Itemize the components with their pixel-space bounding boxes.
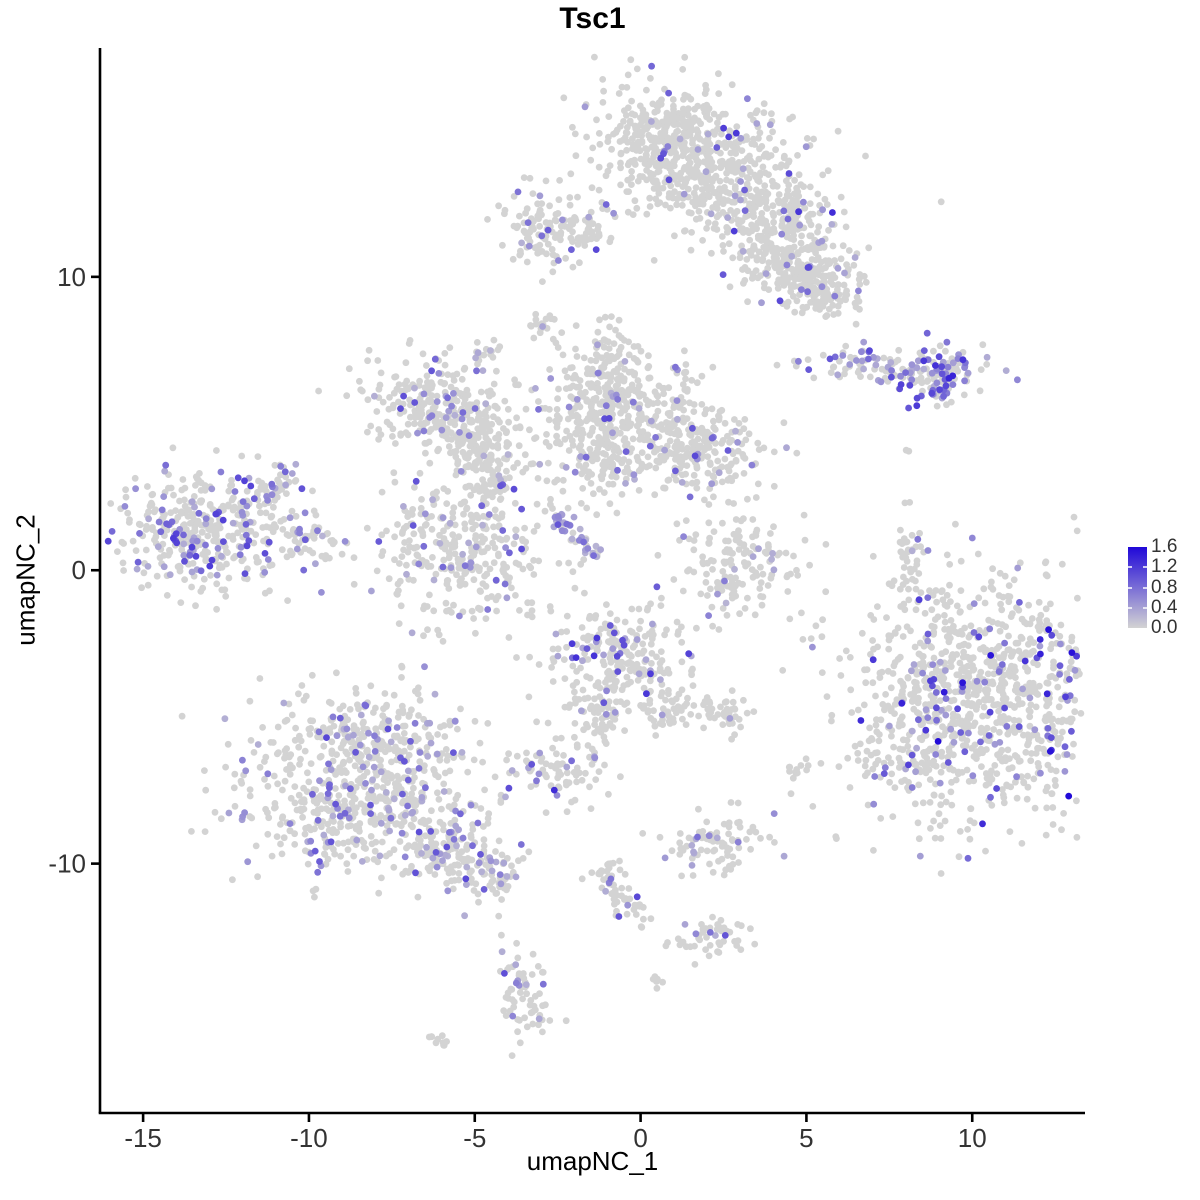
legend-tick-label: 0.0	[1151, 617, 1178, 638]
x-tick-label: 10	[958, 1123, 987, 1153]
x-axis-title: umapNC_1	[526, 1146, 659, 1176]
y-axis-ticks: 10 0 -10	[48, 262, 100, 879]
scatter-points	[104, 53, 1085, 1059]
legend-bar-tick	[1143, 607, 1147, 609]
x-axis-ticks: -15 -10 -5 0 5 10	[124, 1113, 987, 1153]
color-legend: 1.6 1.2 0.8 0.4 0.0	[1128, 536, 1200, 638]
y-tick-label: 10	[57, 262, 86, 292]
x-tick-label: -15	[124, 1123, 162, 1153]
plot-title: Tsc1	[559, 2, 626, 35]
x-tick-label: -5	[463, 1123, 486, 1153]
legend-bar-tick	[1143, 566, 1147, 568]
legend-bar-tick	[1128, 607, 1132, 609]
y-tick-label: -10	[48, 849, 86, 879]
x-tick-label: -10	[290, 1123, 328, 1153]
legend-gradient-bar	[1128, 547, 1147, 628]
legend-tick-label: 1.6	[1151, 536, 1178, 557]
legend-tick-label: 1.2	[1151, 556, 1178, 577]
legend-tick-label: 0.8	[1151, 577, 1178, 598]
y-tick-label: 0	[72, 555, 86, 585]
x-tick-label: 5	[799, 1123, 813, 1153]
legend-bar-tick	[1128, 566, 1132, 568]
axis-lines	[98, 48, 1085, 1115]
x-tick-label: 0	[633, 1123, 647, 1153]
legend-bar-tick	[1128, 587, 1132, 589]
legend-bar-tick	[1143, 587, 1147, 589]
legend-tick-label: 0.4	[1151, 597, 1178, 618]
